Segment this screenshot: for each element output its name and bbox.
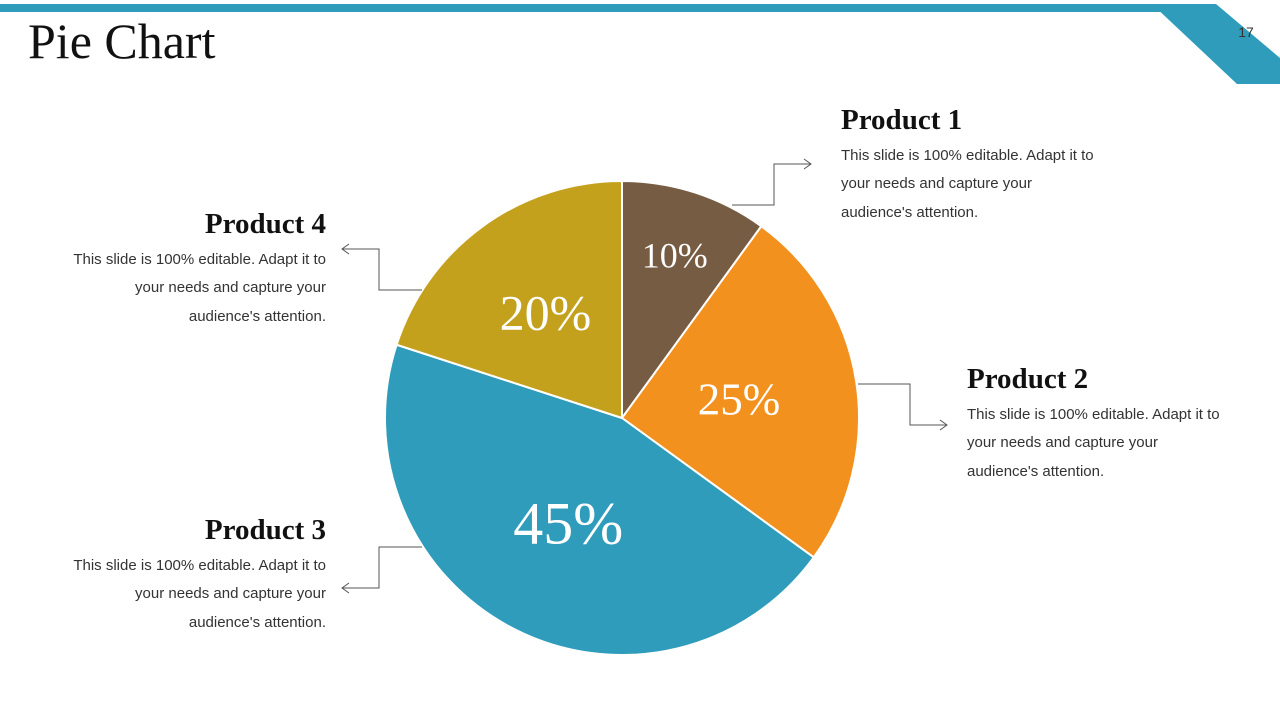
product-4-description: This slide is 100% editable. Adapt it to… bbox=[73, 250, 326, 325]
callout-connector-product-3 bbox=[343, 546, 422, 589]
pie-label-product-3: 45% bbox=[513, 491, 623, 557]
product-2-description: This slide is 100% editable. Adapt it to… bbox=[967, 405, 1220, 480]
product-3-title: Product 3 bbox=[204, 514, 326, 546]
callout-connector-product-1 bbox=[732, 163, 810, 206]
product-3-callout: Product 3 This slide is 100% editable. A… bbox=[66, 513, 326, 637]
callout-arrowhead-product-2 bbox=[939, 419, 948, 431]
product-1-title: Product 1 bbox=[841, 104, 963, 136]
callout-arrowhead-product-1 bbox=[803, 158, 812, 170]
pie-slice-product-4 bbox=[395, 180, 623, 419]
top-accent-bar bbox=[0, 4, 1175, 12]
product-1-callout: Product 1 This slide is 100% editable. A… bbox=[841, 103, 1101, 227]
callout-connectors bbox=[341, 158, 948, 594]
pie-label-product-1: 10% bbox=[642, 236, 708, 276]
pie-slice-product-3 bbox=[383, 343, 815, 656]
callout-connector-product-2 bbox=[858, 383, 946, 426]
product-4-title: Product 4 bbox=[204, 208, 326, 240]
callout-arrowhead-product-4 bbox=[341, 243, 350, 255]
product-3-description: This slide is 100% editable. Adapt it to… bbox=[73, 556, 326, 631]
pie-slice-labels: 10% 25% 45% 20% bbox=[500, 236, 781, 557]
page-title: Pie Chart bbox=[28, 13, 216, 69]
callout-connector-product-4 bbox=[343, 248, 422, 291]
product-4-callout: Product 4 This slide is 100% editable. A… bbox=[66, 207, 326, 331]
corner-accent-shape bbox=[1152, 4, 1280, 84]
product-2-title: Product 2 bbox=[967, 363, 1089, 395]
pie-slice-product-2 bbox=[621, 225, 861, 559]
pie-slice-product-1 bbox=[621, 180, 763, 419]
pie-label-product-4: 20% bbox=[500, 285, 592, 341]
slide-number: 17 bbox=[1238, 24, 1254, 40]
pie-label-product-2: 25% bbox=[698, 375, 781, 425]
pie-slices bbox=[383, 180, 861, 656]
product-2-callout: Product 2 This slide is 100% editable. A… bbox=[967, 362, 1227, 486]
product-1-description: This slide is 100% editable. Adapt it to… bbox=[841, 146, 1094, 221]
callout-arrowhead-product-3 bbox=[341, 582, 350, 594]
